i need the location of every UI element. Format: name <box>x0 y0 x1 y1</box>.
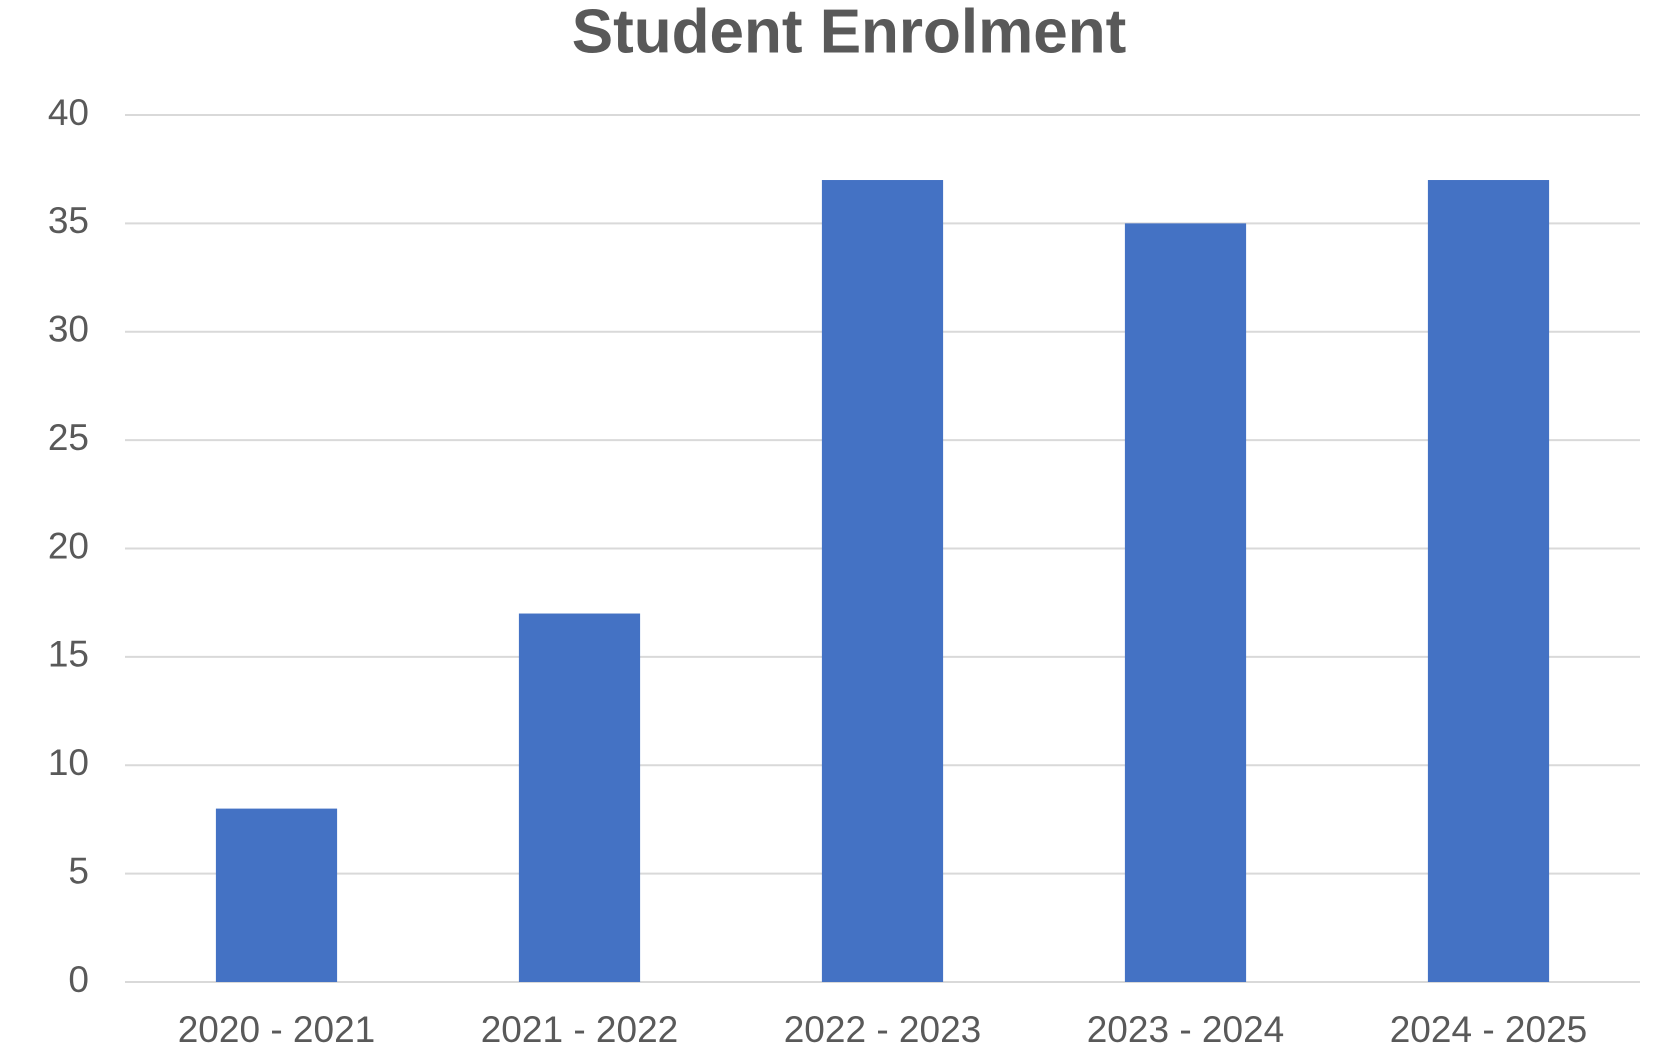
bar <box>1124 223 1247 982</box>
y-tick-label: 5 <box>68 850 89 891</box>
y-tick-label: 30 <box>48 309 89 350</box>
y-tick-label: 25 <box>48 417 89 458</box>
bar <box>215 808 338 982</box>
chart-title: Student Enrolment <box>572 0 1127 66</box>
x-tick-label: 2023 - 2024 <box>1087 1009 1285 1050</box>
x-tick-label: 2020 - 2021 <box>178 1009 376 1050</box>
y-tick-label: 20 <box>48 525 89 566</box>
x-tick-label: 2021 - 2022 <box>481 1009 679 1050</box>
x-tick-label: 2022 - 2023 <box>784 1009 982 1050</box>
y-tick-label: 40 <box>48 92 89 133</box>
bar <box>518 613 641 982</box>
y-tick-label: 15 <box>48 634 89 675</box>
y-tick-label: 0 <box>68 959 89 1000</box>
y-tick-label: 35 <box>48 200 89 241</box>
bar <box>821 180 944 982</box>
bar <box>1427 180 1550 982</box>
x-tick-label: 2024 - 2025 <box>1390 1009 1588 1050</box>
y-tick-label: 10 <box>48 742 89 783</box>
